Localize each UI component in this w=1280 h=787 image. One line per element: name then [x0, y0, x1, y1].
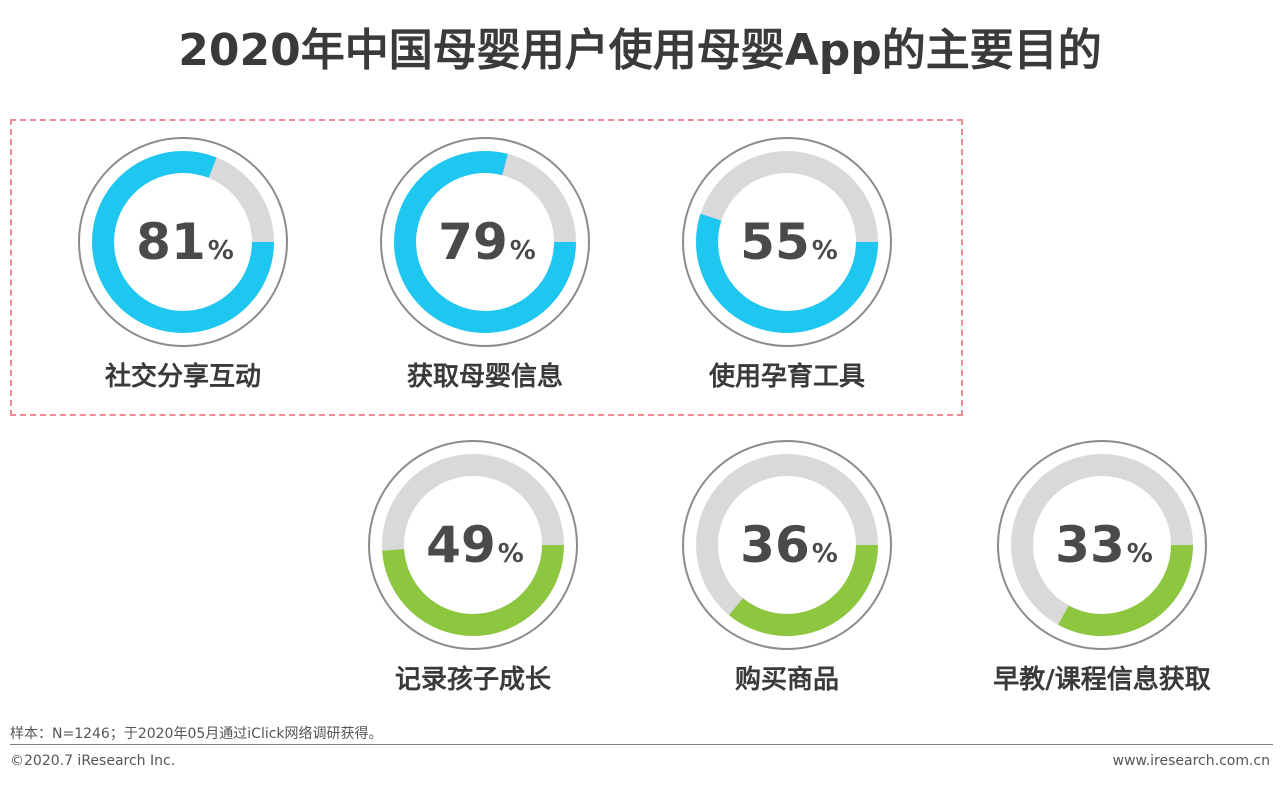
- donut-4: 49% 记录孩子成长: [368, 440, 578, 695]
- donut-value-arc: [382, 454, 564, 636]
- donut-value-arc: [696, 454, 878, 636]
- donut-category-label: 使用孕育工具: [708, 361, 865, 392]
- donut-value-label: 49%: [426, 516, 524, 574]
- donut-3: 55% 使用孕育工具: [682, 137, 892, 392]
- highlight-box: [10, 119, 963, 416]
- chart-title: 2020年中国母婴用户使用母婴App的主要目的: [178, 25, 1102, 76]
- donut-value-label: 33%: [1055, 516, 1153, 574]
- donut-value-arc: [1011, 454, 1193, 636]
- donut-value-arc: [394, 151, 576, 333]
- donut-6: 33% 早教/课程信息获取: [993, 440, 1211, 695]
- donut-5: 36% 购买商品: [682, 440, 892, 695]
- donut-category-label: 早教/课程信息获取: [993, 664, 1211, 695]
- copyright-text: ©2020.7 iResearch Inc.: [10, 753, 176, 769]
- footer-divider: [10, 744, 1273, 745]
- website-link[interactable]: www.iresearch.com.cn: [1112, 753, 1270, 769]
- donut-value-arc: [92, 151, 274, 333]
- donut-category-label: 社交分享互动: [105, 361, 261, 392]
- donut-1: 81% 社交分享互动: [78, 137, 288, 392]
- donut-category-label: 记录孩子成长: [395, 664, 552, 695]
- donut-value-label: 79%: [438, 213, 536, 271]
- donut-value-label: 36%: [740, 516, 838, 574]
- donut-category-label: 购买商品: [735, 664, 839, 695]
- donut-value-arc: [696, 151, 878, 333]
- donut-category-label: 获取母婴信息: [407, 361, 563, 392]
- donut-value-label: 55%: [740, 213, 838, 271]
- donut-value-label: 81%: [136, 213, 234, 271]
- sample-note: 样本：N=1246；于2020年05月通过iClick网络调研获得。: [10, 726, 383, 742]
- donut-2: 79% 获取母婴信息: [380, 137, 590, 392]
